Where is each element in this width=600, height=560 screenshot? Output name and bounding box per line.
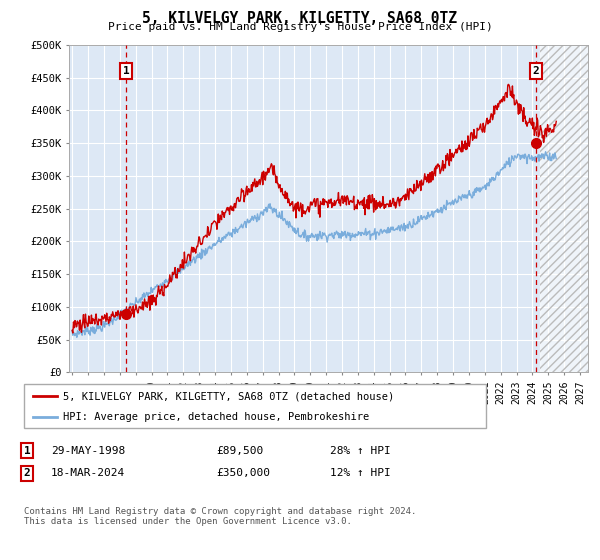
Text: 18-MAR-2024: 18-MAR-2024: [51, 468, 125, 478]
Text: 1: 1: [123, 66, 130, 76]
Text: Price paid vs. HM Land Registry's House Price Index (HPI): Price paid vs. HM Land Registry's House …: [107, 22, 493, 32]
Text: 5, KILVELGY PARK, KILGETTY, SA68 0TZ (detached house): 5, KILVELGY PARK, KILGETTY, SA68 0TZ (de…: [63, 391, 394, 401]
Text: 2: 2: [533, 66, 539, 76]
Bar: [541, 45, 588, 372]
Text: 1: 1: [23, 446, 31, 456]
Text: 28% ↑ HPI: 28% ↑ HPI: [330, 446, 391, 456]
Text: 2: 2: [23, 468, 31, 478]
Text: Contains HM Land Registry data © Crown copyright and database right 2024.
This d: Contains HM Land Registry data © Crown c…: [24, 507, 416, 526]
Text: £350,000: £350,000: [216, 468, 270, 478]
Text: 12% ↑ HPI: 12% ↑ HPI: [330, 468, 391, 478]
Text: HPI: Average price, detached house, Pembrokeshire: HPI: Average price, detached house, Pemb…: [63, 412, 369, 422]
Text: 29-MAY-1998: 29-MAY-1998: [51, 446, 125, 456]
Bar: [541, 45, 588, 372]
Text: £89,500: £89,500: [216, 446, 263, 456]
Text: 5, KILVELGY PARK, KILGETTY, SA68 0TZ: 5, KILVELGY PARK, KILGETTY, SA68 0TZ: [143, 11, 458, 26]
